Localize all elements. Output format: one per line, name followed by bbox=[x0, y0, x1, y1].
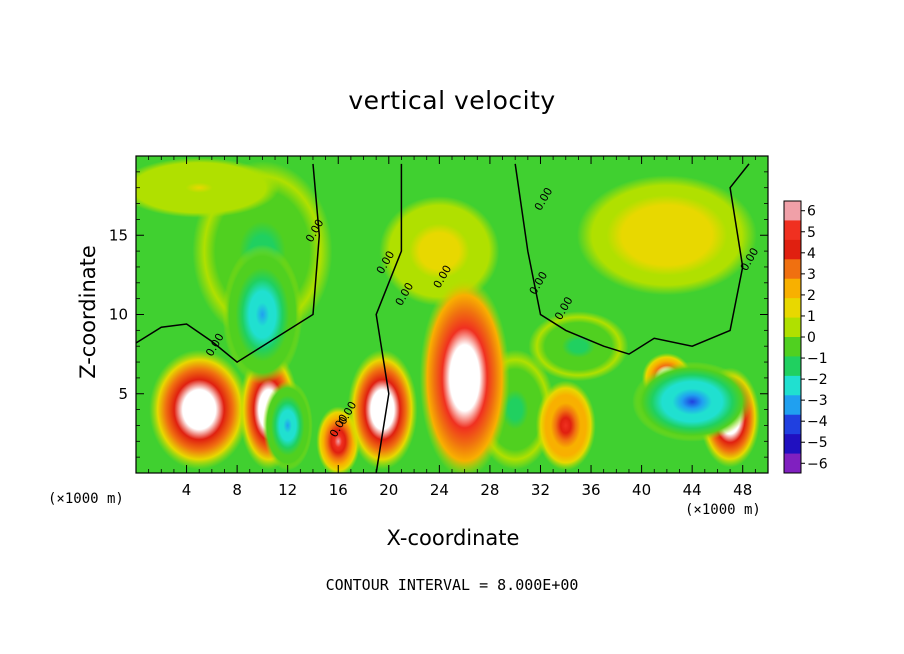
zero-contour bbox=[375, 163, 403, 473]
colorbar-swatch bbox=[784, 395, 801, 416]
downdraft-cell bbox=[222, 244, 303, 385]
colorbar-tick-label: 4 bbox=[807, 246, 816, 262]
colorbar-swatch bbox=[784, 375, 801, 396]
colorbar-swatch bbox=[784, 220, 801, 241]
colorbar-tick-label: −3 bbox=[807, 393, 828, 409]
y-tick-label: 10 bbox=[109, 306, 128, 324]
contour-interval-note: CONTOUR INTERVAL = 8.000E+00 bbox=[325, 576, 579, 594]
colorbar-tick-label: −2 bbox=[807, 372, 828, 388]
x-tick-label: 16 bbox=[329, 481, 348, 499]
colorbar-swatch bbox=[784, 278, 801, 299]
updraft-cell bbox=[419, 277, 510, 473]
colorbar-swatch bbox=[784, 453, 801, 474]
colorbar-swatch bbox=[784, 259, 801, 280]
field-patch bbox=[136, 157, 280, 218]
downdraft-cell bbox=[262, 380, 313, 471]
x-tick-label: 12 bbox=[278, 481, 297, 499]
field-patch bbox=[528, 311, 629, 382]
x-tick-label: 40 bbox=[632, 481, 651, 499]
colorbar-tick-label: 0 bbox=[807, 330, 816, 346]
x-unit-label-left: (×1000 m) bbox=[48, 491, 124, 507]
updraft-cell bbox=[149, 349, 250, 470]
colorbar-swatch bbox=[784, 414, 801, 435]
updraft-cell bbox=[347, 349, 418, 470]
y-tick-label: 15 bbox=[109, 226, 128, 244]
x-tick-label: 48 bbox=[733, 481, 752, 499]
colorbar-tick-label: −1 bbox=[807, 351, 828, 367]
colorbar-tick-label: 3 bbox=[807, 267, 816, 283]
field-patch bbox=[576, 175, 757, 296]
colorbar-swatch bbox=[784, 337, 801, 357]
x-axis-label: X-coordinate bbox=[386, 526, 520, 550]
colorbar-tick-label: −5 bbox=[807, 435, 828, 451]
colorbar-swatch bbox=[784, 239, 801, 260]
x-tick-label: 32 bbox=[531, 481, 550, 499]
colorbar-tick-label: 5 bbox=[807, 225, 816, 241]
chart-title: vertical velocity bbox=[348, 86, 556, 115]
colorbar-swatch bbox=[784, 434, 801, 455]
updraft-cell bbox=[535, 380, 596, 471]
colorbar-tick-label: 6 bbox=[807, 204, 816, 220]
y-tick-label: 5 bbox=[118, 385, 128, 403]
colorbar-tick-label: 2 bbox=[807, 288, 816, 304]
x-tick-label: 36 bbox=[581, 481, 600, 499]
x-tick-label: 8 bbox=[232, 481, 242, 499]
colorbar-swatch bbox=[784, 317, 801, 338]
x-tick-label: 28 bbox=[480, 481, 499, 499]
colorbar-tick-label: −4 bbox=[807, 414, 828, 430]
colorbar-swatch bbox=[784, 356, 801, 377]
downdraft-cell bbox=[632, 361, 753, 442]
zero-contour bbox=[514, 163, 750, 355]
zero-contour bbox=[136, 163, 321, 364]
x-tick-label: 44 bbox=[683, 481, 702, 499]
colorbar-swatch bbox=[784, 298, 801, 319]
x-unit-label-right: (×1000 m) bbox=[685, 502, 761, 518]
x-tick-label: 20 bbox=[379, 481, 398, 499]
colorbar-tick-label: 1 bbox=[807, 309, 816, 325]
field-layer: 0.000.000.000.000.000.000.000.00 0.000.00… bbox=[136, 157, 761, 473]
x-tick-label: 4 bbox=[182, 481, 192, 499]
x-tick-label: 24 bbox=[430, 481, 449, 499]
colorbar-tick-label: −6 bbox=[807, 456, 828, 472]
colorbar-swatch bbox=[784, 201, 801, 221]
